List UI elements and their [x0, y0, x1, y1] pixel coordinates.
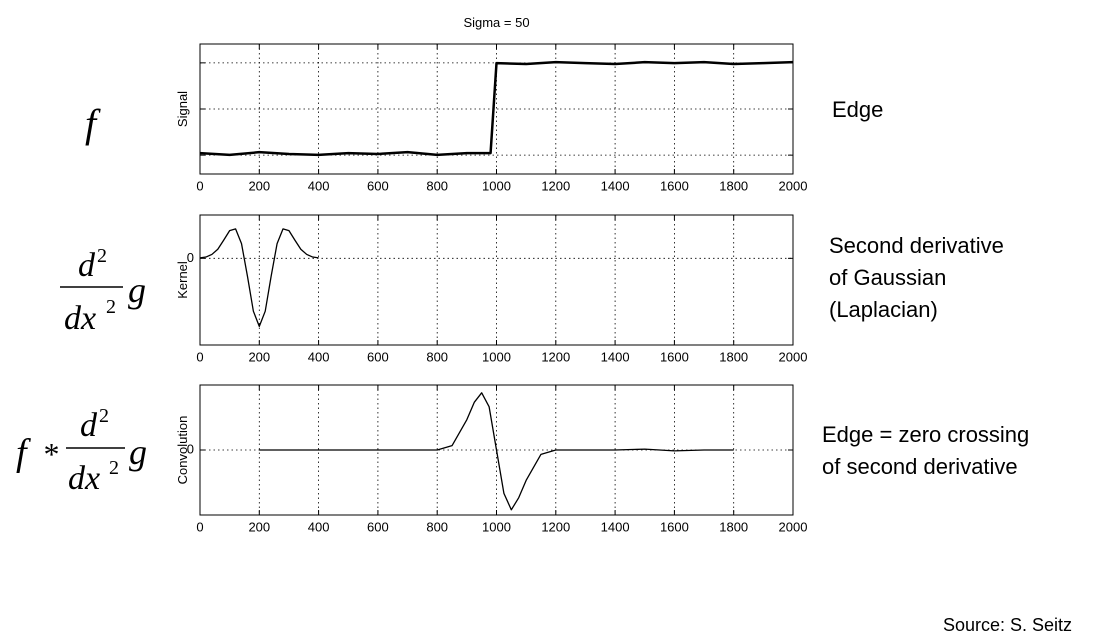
x-tick-label: 1200: [541, 178, 570, 193]
formula-numerator: d: [78, 247, 96, 284]
x-tick-label: 600: [367, 178, 389, 193]
x-tick-label: 400: [308, 178, 330, 193]
formula-lhs: f: [16, 432, 31, 474]
y-tick-label: 0: [187, 441, 194, 456]
formula-operand: g: [128, 270, 146, 310]
x-tick-label: 1400: [601, 349, 630, 364]
line: [199, 228, 319, 328]
note: of second derivative: [822, 454, 1018, 479]
x-tick-label: 0: [196, 519, 203, 534]
formula-operator: *: [42, 436, 58, 472]
x-tick-label: 200: [248, 519, 270, 534]
formula-denominator: dx: [64, 300, 96, 337]
x-tick-label: 1600: [660, 349, 689, 364]
x-tick-label: 1800: [719, 349, 748, 364]
note: Second derivative: [829, 233, 1004, 258]
y-axis-label: Kernel: [175, 261, 190, 299]
y-axis-label: Convolution: [175, 416, 190, 485]
plot-frame: [199, 384, 794, 516]
x-tick-label: 1400: [601, 519, 630, 534]
y-axis-label: Signal: [175, 91, 190, 127]
x-tick-label: 400: [308, 519, 330, 534]
line: [199, 60, 794, 157]
x-tick-label: 400: [308, 349, 330, 364]
x-tick-label: 2000: [779, 349, 808, 364]
note: of Gaussian: [829, 265, 946, 290]
note: (Laplacian): [829, 297, 938, 322]
formula-exponent: 2: [109, 457, 119, 479]
x-tick-label: 0: [196, 178, 203, 193]
formula-exponent: 2: [99, 405, 109, 427]
x-tick-label: 2000: [779, 519, 808, 534]
plot-frame: [199, 43, 794, 175]
chart-title: Sigma = 50: [463, 15, 529, 30]
x-tick-label: 800: [426, 349, 448, 364]
x-tick-label: 200: [248, 178, 270, 193]
formula-operand: g: [129, 432, 147, 472]
x-tick-label: 800: [426, 178, 448, 193]
x-tick-label: 800: [426, 519, 448, 534]
x-tick-label: 2000: [779, 178, 808, 193]
x-tick-label: 1600: [660, 178, 689, 193]
x-tick-label: 200: [248, 349, 270, 364]
x-tick-label: 1000: [482, 178, 511, 193]
x-tick-label: 1800: [719, 519, 748, 534]
note: Edge = zero crossing: [822, 422, 1029, 447]
source: Source: S. Seitz: [943, 615, 1072, 635]
x-tick-label: 1200: [541, 519, 570, 534]
line: [259, 392, 734, 511]
x-tick-label: 1400: [601, 178, 630, 193]
plot-frame: [199, 214, 794, 346]
x-tick-label: 1000: [482, 519, 511, 534]
x-tick-label: 1000: [482, 349, 511, 364]
x-tick-label: 1800: [719, 178, 748, 193]
formula-exponent: 2: [97, 245, 107, 267]
formula: f: [85, 101, 101, 146]
y-tick-label: 0: [187, 250, 194, 265]
x-tick-label: 1600: [660, 519, 689, 534]
x-tick-label: 600: [367, 519, 389, 534]
formula-denominator: dx: [68, 460, 100, 497]
x-tick-label: 0: [196, 349, 203, 364]
x-tick-label: 600: [367, 349, 389, 364]
formula-exponent: 2: [106, 296, 116, 318]
note: Edge: [832, 97, 883, 122]
x-tick-label: 1200: [541, 349, 570, 364]
formula-numerator: d: [80, 407, 98, 444]
